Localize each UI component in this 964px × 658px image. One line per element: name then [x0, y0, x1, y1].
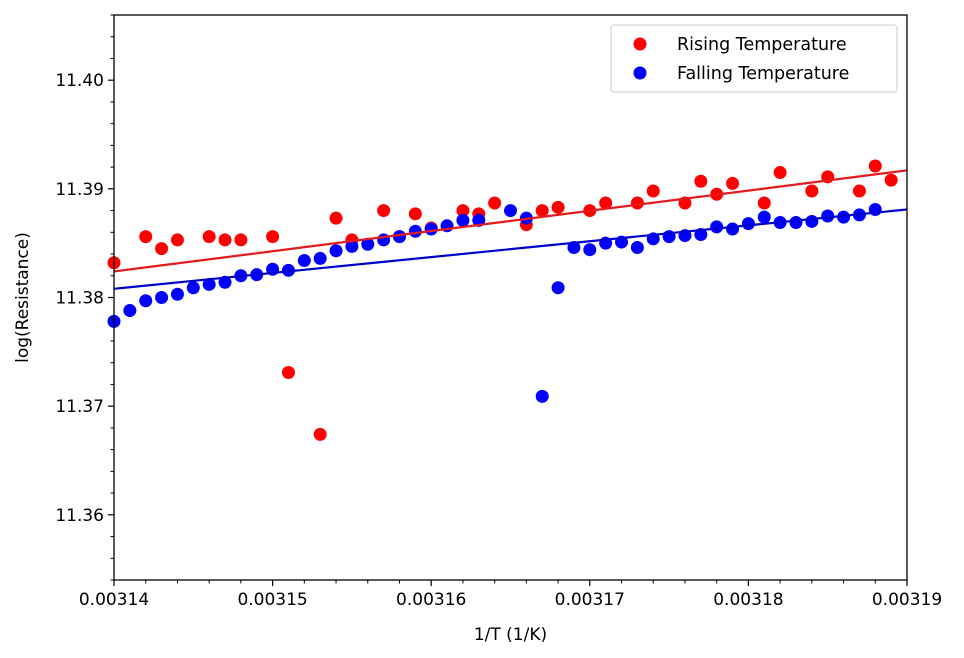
point-rising-4: [202, 230, 216, 244]
point-rising-3: [170, 233, 184, 247]
point-falling-1: [123, 304, 137, 318]
legend-marker-falling: [633, 66, 647, 80]
plot-marks: [107, 159, 908, 441]
point-rising-30: [757, 196, 771, 210]
point-rising-34: [852, 184, 866, 198]
point-rising-32: [805, 184, 819, 198]
point-falling-43: [805, 214, 819, 228]
point-falling-44: [821, 209, 835, 223]
point-falling-37: [710, 220, 724, 234]
x-tick-label-2: 0.00316: [396, 590, 466, 610]
point-falling-39: [741, 217, 755, 231]
point-falling-15: [345, 239, 359, 253]
point-rising-25: [646, 184, 660, 198]
fit-line-rising: [113, 169, 908, 273]
x-tick-label-4: 0.00318: [713, 590, 783, 610]
point-falling-27: [551, 281, 565, 295]
point-rising-35: [868, 159, 882, 173]
y-tick-label-1: 11.37: [55, 397, 104, 417]
legend: Rising Temperature Falling Temperature: [610, 24, 898, 93]
x-axis-label: 1/T (1/K): [474, 625, 547, 645]
point-rising-24: [630, 196, 644, 210]
point-falling-26: [535, 389, 549, 403]
point-rising-31: [773, 166, 787, 180]
point-rising-20: [535, 204, 549, 218]
point-falling-5: [186, 281, 200, 295]
point-rising-5: [218, 233, 232, 247]
legend-label-falling: Falling Temperature: [677, 64, 849, 84]
point-falling-16: [361, 237, 375, 251]
point-falling-22: [456, 213, 470, 227]
point-falling-17: [377, 233, 391, 247]
y-tick-label-4: 11.40: [55, 71, 104, 91]
x-tick-label-5: 0.00319: [872, 590, 942, 610]
point-falling-4: [170, 287, 184, 301]
point-falling-40: [757, 210, 771, 224]
point-rising-14: [408, 207, 422, 221]
point-falling-45: [837, 210, 851, 224]
axis-ticks: 0.00314 0.00315 0.00316 0.00317 0.00318 0.003…: [55, 14, 942, 610]
point-rising-21: [551, 200, 565, 214]
point-falling-3: [155, 291, 169, 304]
point-rising-8: [281, 365, 295, 379]
point-rising-7: [266, 230, 280, 244]
point-rising-29: [726, 176, 740, 190]
legend-marker-rising: [633, 37, 647, 51]
point-falling-2: [139, 294, 153, 308]
point-falling-42: [789, 216, 803, 230]
y-axis-label: log(Resistance): [13, 232, 33, 363]
point-rising-6: [234, 233, 248, 247]
point-rising-1: [139, 230, 153, 244]
point-falling-12: [297, 254, 311, 268]
point-rising-2: [155, 242, 169, 256]
point-falling-19: [408, 224, 422, 238]
point-rising-9: [313, 427, 327, 441]
point-falling-14: [329, 244, 343, 258]
point-rising-27: [694, 174, 708, 188]
x-tick-label-3: 0.00317: [555, 590, 625, 610]
point-rising-18: [488, 196, 502, 210]
point-falling-20: [424, 222, 438, 236]
point-falling-24: [504, 204, 517, 218]
point-falling-6: [202, 277, 216, 291]
point-falling-28: [567, 241, 581, 255]
legend-label-rising: Rising Temperature: [677, 35, 847, 55]
x-tick-label-1: 0.00315: [237, 590, 307, 610]
point-falling-13: [313, 251, 327, 265]
point-falling-18: [392, 230, 406, 244]
point-falling-38: [726, 222, 740, 236]
point-rising-16: [456, 204, 470, 218]
point-rising-36: [884, 173, 898, 187]
x-tick-label-0: 0.00314: [79, 590, 149, 610]
fit-line-falling: [113, 208, 908, 290]
legend-box: [610, 24, 898, 93]
y-tick-label-2: 11.38: [55, 289, 104, 309]
y-tick-label-3: 11.39: [55, 180, 104, 200]
point-falling-32: [630, 241, 644, 255]
y-tick-label-0: 11.36: [55, 506, 104, 526]
point-rising-10: [329, 211, 343, 225]
point-rising-23: [599, 196, 613, 210]
point-falling-29: [583, 243, 597, 257]
point-rising-12: [377, 204, 391, 218]
